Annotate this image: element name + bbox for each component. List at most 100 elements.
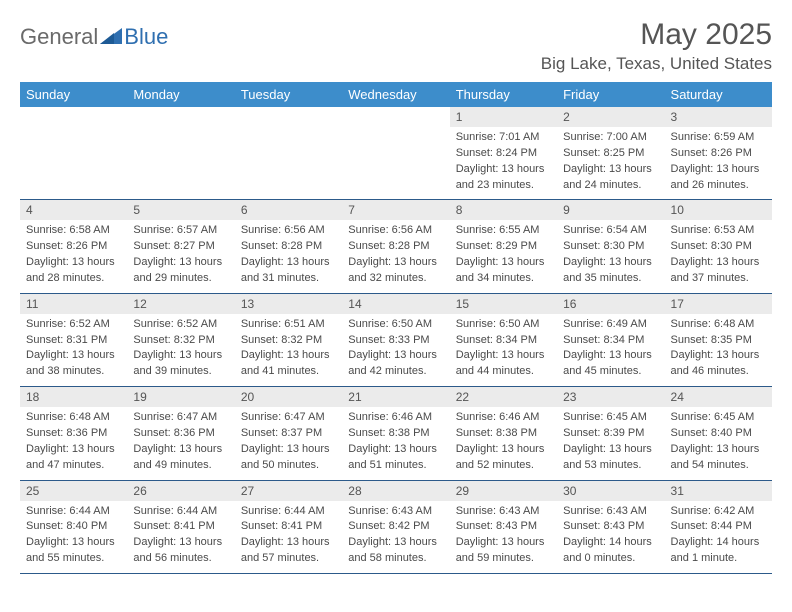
day-line-dl1: Daylight: 13 hours <box>671 442 766 457</box>
day-line-dl1: Daylight: 13 hours <box>563 348 658 363</box>
calendar-body: 1Sunrise: 7:01 AMSunset: 8:24 PMDaylight… <box>20 107 772 573</box>
day-line-dl1: Daylight: 13 hours <box>26 535 121 550</box>
day-line-ss: Sunset: 8:38 PM <box>348 426 443 441</box>
day-line-ss: Sunset: 8:38 PM <box>456 426 551 441</box>
day-number: 29 <box>450 481 557 501</box>
day-line-ss: Sunset: 8:26 PM <box>671 146 766 161</box>
day-line-sr: Sunrise: 6:44 AM <box>133 504 228 519</box>
col-thursday: Thursday <box>450 82 557 107</box>
calendar-cell: 14Sunrise: 6:50 AMSunset: 8:33 PMDayligh… <box>342 293 449 386</box>
day-number: 7 <box>342 200 449 220</box>
calendar-cell: 20Sunrise: 6:47 AMSunset: 8:37 PMDayligh… <box>235 387 342 480</box>
day-body: Sunrise: 6:49 AMSunset: 8:34 PMDaylight:… <box>557 314 664 386</box>
day-line-dl1: Daylight: 13 hours <box>456 348 551 363</box>
day-line-sr: Sunrise: 6:42 AM <box>671 504 766 519</box>
calendar-cell: 26Sunrise: 6:44 AMSunset: 8:41 PMDayligh… <box>127 480 234 573</box>
day-number: 31 <box>665 481 772 501</box>
calendar-cell: 6Sunrise: 6:56 AMSunset: 8:28 PMDaylight… <box>235 200 342 293</box>
day-line-sr: Sunrise: 6:46 AM <box>348 410 443 425</box>
day-line-ss: Sunset: 8:32 PM <box>241 333 336 348</box>
day-line-ss: Sunset: 8:43 PM <box>456 519 551 534</box>
day-body: Sunrise: 6:47 AMSunset: 8:36 PMDaylight:… <box>127 407 234 479</box>
day-line-dl1: Daylight: 13 hours <box>133 348 228 363</box>
day-line-dl1: Daylight: 13 hours <box>133 442 228 457</box>
day-line-dl1: Daylight: 13 hours <box>26 348 121 363</box>
day-line-ss: Sunset: 8:28 PM <box>241 239 336 254</box>
day-body: Sunrise: 6:42 AMSunset: 8:44 PMDaylight:… <box>665 501 772 573</box>
day-body: Sunrise: 6:59 AMSunset: 8:26 PMDaylight:… <box>665 127 772 199</box>
calendar-cell: 3Sunrise: 6:59 AMSunset: 8:26 PMDaylight… <box>665 107 772 200</box>
day-line-ss: Sunset: 8:40 PM <box>26 519 121 534</box>
col-sunday: Sunday <box>20 82 127 107</box>
day-line-ss: Sunset: 8:34 PM <box>563 333 658 348</box>
day-line-dl2: and 24 minutes. <box>563 178 658 193</box>
calendar-cell <box>342 107 449 200</box>
calendar-cell: 19Sunrise: 6:47 AMSunset: 8:36 PMDayligh… <box>127 387 234 480</box>
day-body: Sunrise: 6:44 AMSunset: 8:41 PMDaylight:… <box>235 501 342 573</box>
calendar-cell: 29Sunrise: 6:43 AMSunset: 8:43 PMDayligh… <box>450 480 557 573</box>
day-body: Sunrise: 6:51 AMSunset: 8:32 PMDaylight:… <box>235 314 342 386</box>
day-number: 27 <box>235 481 342 501</box>
calendar-cell: 12Sunrise: 6:52 AMSunset: 8:32 PMDayligh… <box>127 293 234 386</box>
calendar-cell: 10Sunrise: 6:53 AMSunset: 8:30 PMDayligh… <box>665 200 772 293</box>
day-line-sr: Sunrise: 6:46 AM <box>456 410 551 425</box>
brand-part1: General <box>20 24 98 50</box>
day-line-dl2: and 23 minutes. <box>456 178 551 193</box>
day-line-dl2: and 47 minutes. <box>26 458 121 473</box>
day-line-dl2: and 26 minutes. <box>671 178 766 193</box>
day-line-dl2: and 53 minutes. <box>563 458 658 473</box>
calendar-cell: 28Sunrise: 6:43 AMSunset: 8:42 PMDayligh… <box>342 480 449 573</box>
day-line-dl2: and 49 minutes. <box>133 458 228 473</box>
day-line-dl1: Daylight: 13 hours <box>671 162 766 177</box>
day-number: 5 <box>127 200 234 220</box>
day-body: Sunrise: 6:53 AMSunset: 8:30 PMDaylight:… <box>665 220 772 292</box>
day-body: Sunrise: 6:57 AMSunset: 8:27 PMDaylight:… <box>127 220 234 292</box>
day-body: Sunrise: 7:01 AMSunset: 8:24 PMDaylight:… <box>450 127 557 199</box>
day-body: Sunrise: 6:44 AMSunset: 8:40 PMDaylight:… <box>20 501 127 573</box>
day-number: 12 <box>127 294 234 314</box>
page-header: General Blue May 2025 Big Lake, Texas, U… <box>20 18 772 74</box>
month-title: May 2025 <box>541 18 772 52</box>
calendar-week-row: 18Sunrise: 6:48 AMSunset: 8:36 PMDayligh… <box>20 387 772 480</box>
day-line-dl1: Daylight: 13 hours <box>133 255 228 270</box>
day-body: Sunrise: 6:54 AMSunset: 8:30 PMDaylight:… <box>557 220 664 292</box>
day-line-dl2: and 35 minutes. <box>563 271 658 286</box>
day-line-dl1: Daylight: 13 hours <box>456 162 551 177</box>
day-line-dl1: Daylight: 13 hours <box>563 162 658 177</box>
day-line-dl2: and 31 minutes. <box>241 271 336 286</box>
calendar-week-row: 4Sunrise: 6:58 AMSunset: 8:26 PMDaylight… <box>20 200 772 293</box>
day-line-dl2: and 38 minutes. <box>26 364 121 379</box>
calendar-cell: 8Sunrise: 6:55 AMSunset: 8:29 PMDaylight… <box>450 200 557 293</box>
calendar-cell <box>20 107 127 200</box>
calendar-cell: 17Sunrise: 6:48 AMSunset: 8:35 PMDayligh… <box>665 293 772 386</box>
calendar-cell: 13Sunrise: 6:51 AMSunset: 8:32 PMDayligh… <box>235 293 342 386</box>
day-number: 14 <box>342 294 449 314</box>
brand-triangle-icon <box>100 26 122 49</box>
day-line-dl2: and 45 minutes. <box>563 364 658 379</box>
day-line-dl1: Daylight: 13 hours <box>26 255 121 270</box>
day-line-ss: Sunset: 8:27 PM <box>133 239 228 254</box>
day-line-dl2: and 50 minutes. <box>241 458 336 473</box>
day-line-dl1: Daylight: 13 hours <box>241 255 336 270</box>
day-line-ss: Sunset: 8:36 PM <box>26 426 121 441</box>
day-line-dl1: Daylight: 13 hours <box>348 442 443 457</box>
day-number: 10 <box>665 200 772 220</box>
calendar-cell: 7Sunrise: 6:56 AMSunset: 8:28 PMDaylight… <box>342 200 449 293</box>
day-line-sr: Sunrise: 6:45 AM <box>563 410 658 425</box>
day-line-sr: Sunrise: 6:50 AM <box>348 317 443 332</box>
day-body: Sunrise: 6:46 AMSunset: 8:38 PMDaylight:… <box>450 407 557 479</box>
day-line-sr: Sunrise: 6:56 AM <box>348 223 443 238</box>
day-line-sr: Sunrise: 6:50 AM <box>456 317 551 332</box>
location-subtitle: Big Lake, Texas, United States <box>541 54 772 74</box>
day-body: Sunrise: 6:47 AMSunset: 8:37 PMDaylight:… <box>235 407 342 479</box>
day-number: 19 <box>127 387 234 407</box>
day-line-dl2: and 41 minutes. <box>241 364 336 379</box>
calendar-cell: 24Sunrise: 6:45 AMSunset: 8:40 PMDayligh… <box>665 387 772 480</box>
day-body: Sunrise: 6:43 AMSunset: 8:43 PMDaylight:… <box>450 501 557 573</box>
day-line-ss: Sunset: 8:31 PM <box>26 333 121 348</box>
day-line-sr: Sunrise: 6:44 AM <box>26 504 121 519</box>
day-line-dl2: and 54 minutes. <box>671 458 766 473</box>
day-line-dl2: and 28 minutes. <box>26 271 121 286</box>
day-body: Sunrise: 6:50 AMSunset: 8:34 PMDaylight:… <box>450 314 557 386</box>
day-line-sr: Sunrise: 6:58 AM <box>26 223 121 238</box>
